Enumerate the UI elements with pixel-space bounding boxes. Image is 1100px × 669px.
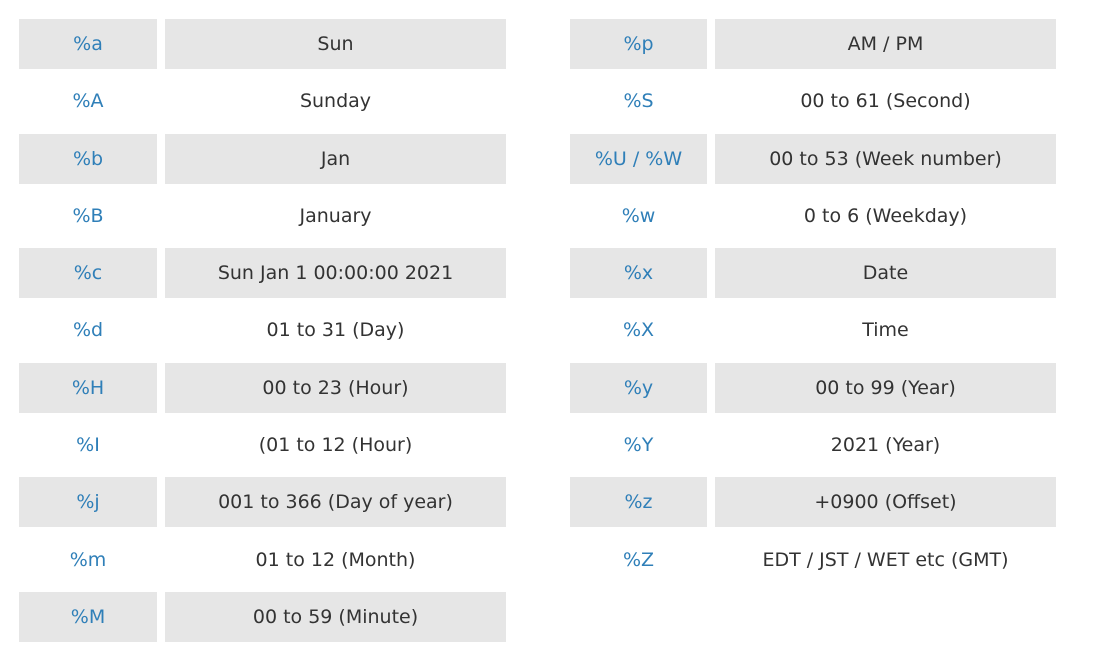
format-description: January xyxy=(299,204,372,227)
table-row: %A Sunday xyxy=(19,76,506,126)
format-code: %c xyxy=(19,248,157,299)
table-row: %H 00 to 23 (Hour) xyxy=(19,362,506,413)
format-description: 01 to 12 (Month) xyxy=(255,548,416,571)
format-description: 0 to 6 (Weekday) xyxy=(803,204,968,227)
table-row: %w 0 to 6 (Weekday) xyxy=(570,191,1056,241)
format-code: %S xyxy=(623,90,654,113)
format-code: %Z xyxy=(622,548,655,571)
format-table-left: %a Sun %A Sunday %b Jan %B January %c Su… xyxy=(19,19,506,649)
format-description: EDT / JST / WET etc (GMT) xyxy=(762,548,1009,571)
format-description: 00 to 53 (Week number) xyxy=(715,133,1056,184)
format-description: Sunday xyxy=(299,90,372,113)
format-code: %z xyxy=(570,477,707,528)
table-row: %c Sun Jan 1 00:00:00 2021 xyxy=(19,248,506,299)
format-description: 01 to 31 (Day) xyxy=(266,319,405,342)
format-code: %m xyxy=(69,548,107,571)
table-row: %z +0900 (Offset) xyxy=(570,477,1056,528)
format-description: AM / PM xyxy=(715,19,1056,69)
table-row: %B January xyxy=(19,191,506,241)
table-row: %j 001 to 366 (Day of year) xyxy=(19,477,506,528)
format-description: 001 to 366 (Day of year) xyxy=(165,477,506,528)
format-description: Date xyxy=(715,248,1056,299)
table-row: %M 00 to 59 (Minute) xyxy=(19,591,506,642)
format-code: %a xyxy=(19,19,157,69)
format-code: %b xyxy=(19,133,157,184)
format-code: %B xyxy=(72,204,104,227)
format-description: 00 to 61 (Second) xyxy=(800,90,971,113)
format-table-right: %p AM / PM %S 00 to 61 (Second) %U / %W … xyxy=(570,19,1056,592)
table-row: %X Time xyxy=(570,305,1056,355)
table-row: %Y 2021 (Year) xyxy=(570,420,1056,470)
format-code: %j xyxy=(19,477,157,528)
format-code: %w xyxy=(621,204,656,227)
table-row: %a Sun xyxy=(19,19,506,69)
format-code: %H xyxy=(19,362,157,413)
table-row: %y 00 to 99 (Year) xyxy=(570,362,1056,413)
format-description: Jan xyxy=(165,133,506,184)
format-description: +0900 (Offset) xyxy=(715,477,1056,528)
format-description: (01 to 12 (Hour) xyxy=(258,434,413,457)
table-row: %p AM / PM xyxy=(570,19,1056,69)
format-code: %y xyxy=(570,362,707,413)
format-code: %x xyxy=(570,248,707,299)
table-row: %d 01 to 31 (Day) xyxy=(19,305,506,355)
format-description: 2021 (Year) xyxy=(830,434,941,457)
table-row: %I (01 to 12 (Hour) xyxy=(19,420,506,470)
table-row: %S 00 to 61 (Second) xyxy=(570,76,1056,126)
format-code: %I xyxy=(76,434,100,457)
format-code: %X xyxy=(622,319,655,342)
table-row: %U / %W 00 to 53 (Week number) xyxy=(570,133,1056,184)
format-description: 00 to 99 (Year) xyxy=(715,362,1056,413)
table-row: %x Date xyxy=(570,248,1056,299)
format-code: %A xyxy=(72,90,104,113)
format-code: %d xyxy=(72,319,104,342)
format-description: Sun xyxy=(165,19,506,69)
table-row: %Z EDT / JST / WET etc (GMT) xyxy=(570,535,1056,585)
table-row: %m 01 to 12 (Month) xyxy=(19,535,506,585)
format-code: %U / %W xyxy=(570,133,707,184)
format-code: %M xyxy=(19,591,157,642)
format-description: Time xyxy=(862,319,909,342)
format-code: %Y xyxy=(623,434,654,457)
table-row: %b Jan xyxy=(19,133,506,184)
format-description: Sun Jan 1 00:00:00 2021 xyxy=(165,248,506,299)
format-code: %p xyxy=(570,19,707,69)
format-description: 00 to 23 (Hour) xyxy=(165,362,506,413)
format-description: 00 to 59 (Minute) xyxy=(165,591,506,642)
